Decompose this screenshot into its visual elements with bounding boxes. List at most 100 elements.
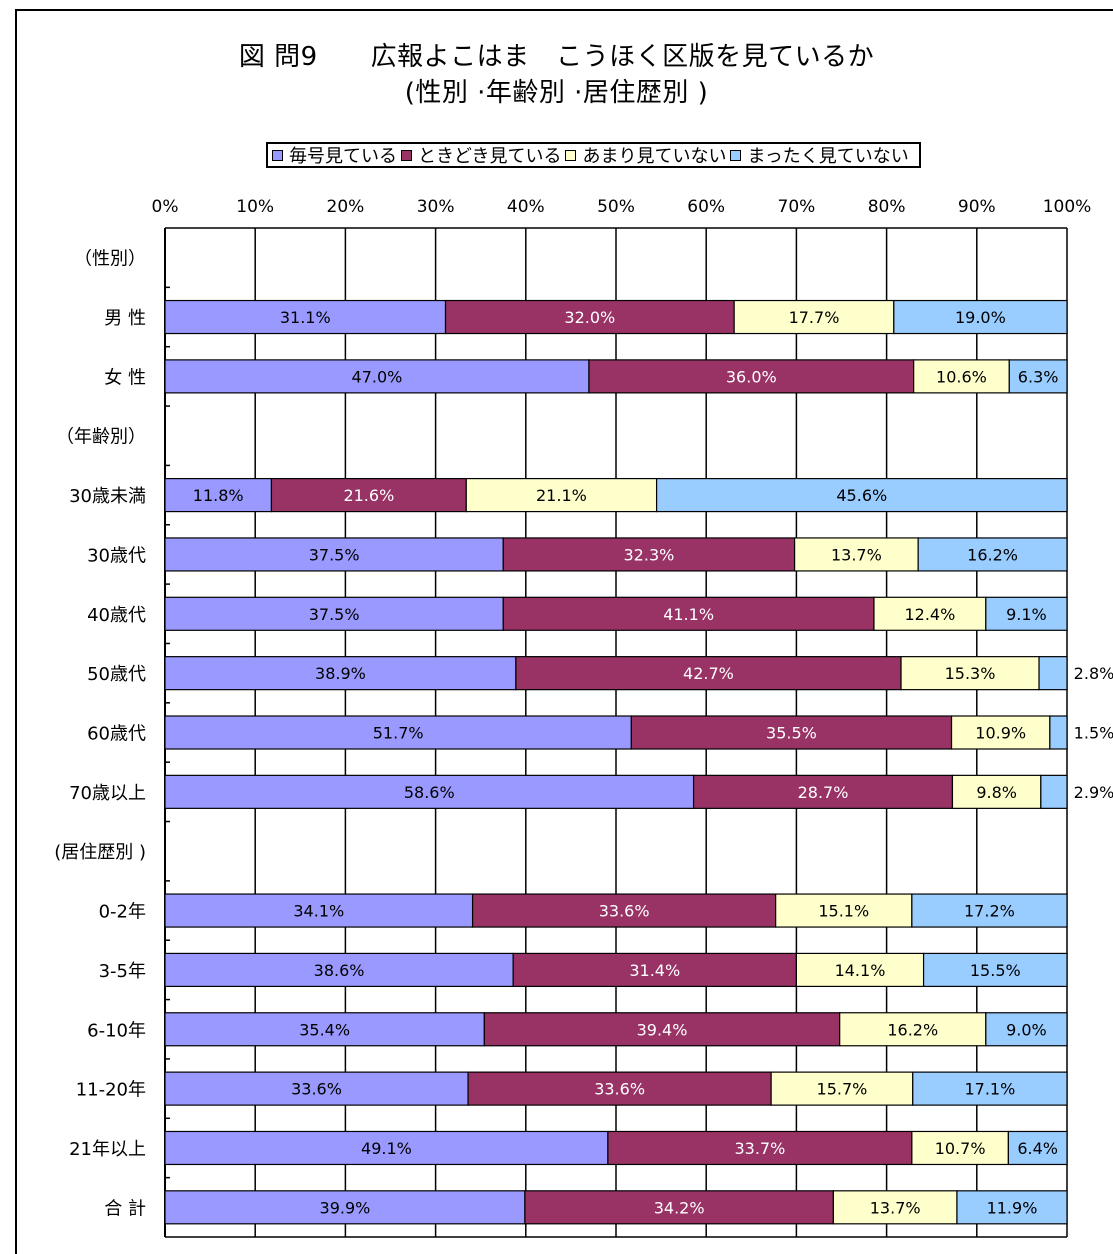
data-label-s1-c8: 35.5% <box>766 724 817 743</box>
bar-segment-s1-c4 <box>270 477 467 513</box>
category-label-15: 21年以上 <box>69 1139 146 1160</box>
chart-title: 図 問9 広報よこはま こうほく区版を見ているか <box>238 42 875 72</box>
chart-frame <box>15 9 1113 1254</box>
bar-segment-s3-c6 <box>985 596 1068 631</box>
data-label-s2-c13: 16.2% <box>887 1020 938 1039</box>
category-label-1: 男 性 <box>104 308 146 329</box>
data-label-s1-c12: 31.4% <box>629 961 680 980</box>
bar-segment-s3-c2 <box>1008 359 1068 394</box>
bar-segment-s1-c13 <box>483 1012 841 1047</box>
legend-label-2: あまり見ていない <box>582 146 727 167</box>
legend-item-3: まったく見ていない <box>730 142 909 168</box>
legend-swatch-1 <box>401 149 412 161</box>
data-label-s2-c15: 10.7% <box>935 1139 986 1158</box>
bar-segment-s0-c1 <box>164 299 447 335</box>
bar-segment-s3-c15 <box>1007 1130 1068 1166</box>
data-label-s1-c7: 42.7% <box>683 664 734 683</box>
data-label-s1-c11: 33.6% <box>599 902 650 921</box>
data-label-s3-c14: 17.1% <box>964 1080 1015 1099</box>
category-label-0: （性別） <box>74 249 146 270</box>
data-label-s1-c13: 39.4% <box>637 1020 688 1039</box>
bar-segment-s2-c1 <box>733 299 895 335</box>
bar-segment-s3-c9 <box>1040 774 1068 809</box>
x-tick-label-8: 80% <box>868 197 906 217</box>
data-label-s2-c9: 9.8% <box>976 783 1017 802</box>
x-tick-label-6: 60% <box>687 197 725 217</box>
legend-swatch-0 <box>272 149 283 161</box>
data-label-s1-c1: 32.0% <box>564 308 615 327</box>
bar-segment-s0-c15 <box>164 1130 609 1166</box>
bar-segment-s2-c6 <box>873 596 987 631</box>
bar-segment-s0-c12 <box>164 952 514 988</box>
bar-segment-s2-c14 <box>770 1071 914 1106</box>
data-label-s0-c12: 38.6% <box>314 961 365 980</box>
legend-label-3: まったく見ていない <box>747 146 909 167</box>
bar-segment-s1-c5 <box>502 537 796 572</box>
bar-segment-s1-c12 <box>512 952 797 988</box>
data-label-s2-c14: 15.7% <box>817 1080 868 1099</box>
data-label-s2-c6: 12.4% <box>904 605 955 624</box>
data-label-s3-c1: 19.0% <box>955 308 1006 327</box>
legend-swatch-2 <box>565 149 577 161</box>
data-label-s3-c11: 17.2% <box>964 902 1015 921</box>
legend-label-1: ときどき見ている <box>418 146 562 167</box>
category-label-8: 60歳代 <box>87 724 146 745</box>
legend-label-0: 毎号見ている <box>289 146 397 167</box>
data-label-s0-c15: 49.1% <box>361 1139 412 1158</box>
legend-item-0: 毎号見ている <box>272 142 397 168</box>
data-label-s3-c15: 6.4% <box>1017 1139 1058 1158</box>
data-label-s1-c14: 33.6% <box>594 1080 645 1099</box>
data-label-s3-c9: 2.9% <box>1074 783 1113 802</box>
bar-segment-s2-c13 <box>839 1012 987 1047</box>
data-label-s2-c8: 10.9% <box>975 724 1026 743</box>
category-label-5: 30歳代 <box>87 545 146 566</box>
bar-segment-s0-c9 <box>164 774 695 809</box>
bar-segment-s1-c7 <box>515 656 902 691</box>
data-label-s0-c11: 34.1% <box>293 902 344 921</box>
legend-swatch-3 <box>730 149 742 161</box>
data-label-s1-c4: 21.6% <box>343 486 394 505</box>
data-label-s0-c6: 37.5% <box>309 605 360 624</box>
bar-segment-s3-c5 <box>917 537 1068 572</box>
bar-segment-s3-c11 <box>911 893 1068 928</box>
legend-item-1: ときどき見ている <box>401 142 561 168</box>
category-label-16: 合 計 <box>104 1198 146 1219</box>
bar-segment-s0-c14 <box>164 1071 469 1106</box>
data-label-s2-c4: 21.1% <box>536 486 587 505</box>
bar-segment-s3-c4 <box>655 477 1068 513</box>
x-tick-label-2: 20% <box>327 197 365 217</box>
bar-segment-s0-c5 <box>164 537 504 572</box>
data-label-s0-c9: 58.6% <box>404 783 455 802</box>
category-label-7: 50歳代 <box>87 664 146 685</box>
x-tick-label-10: 100% <box>1043 197 1092 217</box>
category-label-6: 40歳代 <box>87 605 146 626</box>
data-label-s1-c5: 32.3% <box>624 545 675 564</box>
data-label-s3-c8: 1.5% <box>1074 724 1113 743</box>
bar-segment-s3-c1 <box>893 299 1068 335</box>
bar-segment-s3-c7 <box>1038 656 1068 691</box>
category-label-14: 11-20年 <box>76 1080 146 1101</box>
bar-segment-s1-c6 <box>502 596 875 631</box>
data-label-s2-c2: 10.6% <box>936 367 987 386</box>
category-label-3: （年齢別） <box>56 427 146 448</box>
bar-segment-s2-c8 <box>950 715 1051 750</box>
data-label-s2-c7: 15.3% <box>945 664 996 683</box>
x-tick-label-9: 90% <box>958 197 996 217</box>
data-label-s0-c4: 11.8% <box>193 486 244 505</box>
data-label-s0-c8: 51.7% <box>373 724 424 743</box>
bar-segment-s1-c8 <box>630 715 953 750</box>
data-label-s3-c12: 15.5% <box>970 961 1021 980</box>
bar-segment-s0-c8 <box>164 715 632 750</box>
data-label-s2-c1: 17.7% <box>789 308 840 327</box>
data-label-s1-c9: 28.7% <box>798 783 849 802</box>
x-tick-label-0: 0% <box>152 197 179 217</box>
data-label-s0-c1: 31.1% <box>280 308 331 327</box>
data-label-s2-c12: 14.1% <box>835 961 886 980</box>
data-label-s3-c4: 45.6% <box>836 486 887 505</box>
data-label-s0-c2: 47.0% <box>352 367 403 386</box>
bar-segment-s1-c1 <box>444 299 735 335</box>
category-label-10: (居住歴別 ) <box>54 842 146 863</box>
data-label-s1-c16: 34.2% <box>654 1198 705 1217</box>
legend-item-2: あまり見ていない <box>565 142 726 168</box>
